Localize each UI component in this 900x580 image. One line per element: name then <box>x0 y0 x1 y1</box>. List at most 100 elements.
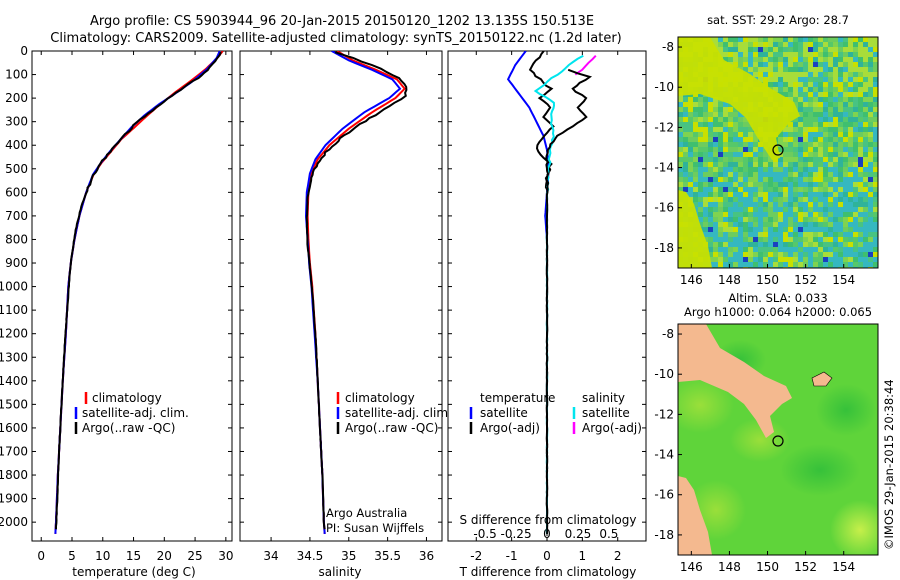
sst-cell <box>778 252 783 257</box>
sst-cell <box>858 42 863 47</box>
sst-cell <box>843 242 848 247</box>
sst-cell <box>858 157 863 162</box>
sst-cell <box>793 262 798 267</box>
sst-cell <box>748 227 753 232</box>
sst-cell <box>778 52 783 57</box>
x-tick-label: 10 <box>95 549 110 563</box>
depth-tick-label: 600 <box>5 185 28 199</box>
sst-cell <box>683 117 688 122</box>
sst-cell <box>818 157 823 162</box>
sst-cell <box>718 47 723 52</box>
sst-cell <box>698 137 703 142</box>
sst-cell <box>873 212 878 217</box>
sst-cell <box>708 137 713 142</box>
sst-cell <box>783 82 788 87</box>
sst-cell <box>873 117 878 122</box>
sst-cell <box>838 92 843 97</box>
sst-cell <box>728 122 733 127</box>
sst-cell <box>718 107 723 112</box>
sst-cell <box>728 42 733 47</box>
sst-cell <box>738 177 743 182</box>
sst-cell <box>753 72 758 77</box>
sst-cell <box>718 172 723 177</box>
sst-cell <box>743 237 748 242</box>
sst-cell <box>798 147 803 152</box>
sst-cell <box>803 107 808 112</box>
sst-cell <box>698 222 703 227</box>
sst-cell <box>748 207 753 212</box>
salinity-axis: 34 34.5 35 35.5 36 <box>263 51 434 563</box>
sst-cell <box>838 167 843 172</box>
sst-cell <box>703 212 708 217</box>
sst-cell <box>783 197 788 202</box>
sst-cell <box>713 237 718 242</box>
sst-cell <box>748 157 753 162</box>
sst-cell <box>833 262 838 267</box>
sst-cell <box>783 202 788 207</box>
sst-cell <box>853 237 858 242</box>
sst-cell <box>678 102 683 107</box>
sst-cell <box>693 137 698 142</box>
legend-header-temperature: temperature <box>480 391 555 405</box>
sst-cell <box>848 107 853 112</box>
sst-cell <box>838 187 843 192</box>
depth-tick-label: 1900 <box>0 492 28 506</box>
sst-cell <box>853 107 858 112</box>
sst-cell <box>853 87 858 92</box>
sst-cell <box>713 182 718 187</box>
sst-cell <box>833 152 838 157</box>
sst-cell <box>723 47 728 52</box>
sst-cell <box>723 52 728 57</box>
sst-cell <box>748 182 753 187</box>
sst-cell <box>848 77 853 82</box>
sst-cell <box>778 142 783 147</box>
sst-cell <box>848 182 853 187</box>
sst-cell <box>798 162 803 167</box>
sst-cell <box>813 232 818 237</box>
sst-cell <box>728 197 733 202</box>
sst-cell <box>678 137 683 142</box>
sst-cell <box>768 252 773 257</box>
sst-cell <box>848 57 853 62</box>
sst-cell <box>708 97 713 102</box>
sst-cell <box>873 242 878 247</box>
sst-cell <box>828 177 833 182</box>
sst-cell <box>738 112 743 117</box>
sst-cell <box>723 182 728 187</box>
sst-cell <box>743 157 748 162</box>
sst-cell <box>728 137 733 142</box>
sst-cell <box>828 137 833 142</box>
sst-cell <box>723 132 728 137</box>
sst-cell <box>733 222 738 227</box>
sst-cell <box>868 157 873 162</box>
sst-cell <box>808 187 813 192</box>
sst-cell <box>808 132 813 137</box>
sst-cell <box>758 57 763 62</box>
sst-cell <box>763 207 768 212</box>
sst-cell <box>818 172 823 177</box>
sst-cell <box>713 147 718 152</box>
sst-cell <box>843 222 848 227</box>
sst-cell <box>678 177 683 182</box>
sst-cell <box>768 42 773 47</box>
sst-cell <box>693 142 698 147</box>
sst-cell <box>738 147 743 152</box>
sst-cell <box>748 52 753 57</box>
sst-cell <box>798 62 803 67</box>
sst-cell <box>833 47 838 52</box>
sst-cell <box>773 207 778 212</box>
sst-cell <box>683 127 688 132</box>
sst-cell <box>753 62 758 67</box>
sst-cell <box>813 97 818 102</box>
sst-cell <box>748 42 753 47</box>
sst-cell <box>828 162 833 167</box>
temperature-series <box>54 51 224 534</box>
sst-cell <box>863 47 868 52</box>
sst-cell <box>763 257 768 262</box>
sst-cell <box>758 157 763 162</box>
sst-cell <box>838 147 843 152</box>
sst-cell <box>693 102 698 107</box>
depth-tick-label: 200 <box>5 91 28 105</box>
sst-cell <box>733 197 738 202</box>
sst-cell <box>703 202 708 207</box>
